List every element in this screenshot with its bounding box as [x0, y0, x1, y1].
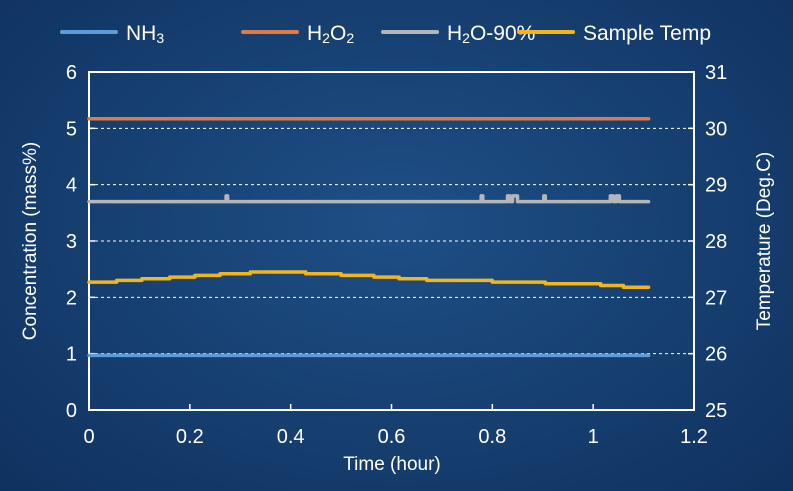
- right-y-tick-label: 26: [705, 344, 727, 366]
- left-y-axis-title: Concentration (mass%): [20, 142, 41, 341]
- x-tick-label: 0.8: [478, 426, 506, 448]
- legend-label-nh3: NH3: [126, 22, 164, 46]
- left-y-tick-label: 0: [66, 400, 77, 422]
- left-y-tick-label: 4: [66, 175, 77, 197]
- series-lines: [87, 117, 651, 358]
- right-y-tick-label: 30: [705, 118, 727, 140]
- x-tick-label: 0: [83, 426, 94, 448]
- left-y-tick-label: 6: [66, 62, 77, 84]
- right-y-tick-label: 29: [705, 175, 727, 197]
- right-y-tick-label: 25: [705, 400, 727, 422]
- left-y-axis-ticks: 0 1 2 3 4 5 6: [66, 62, 95, 422]
- gridlines: [89, 127, 694, 355]
- x-tick-label: 0.2: [176, 426, 204, 448]
- right-y-tick-label: 28: [705, 231, 727, 253]
- x-tick-label: 0.4: [277, 426, 305, 448]
- legend-label-h2o2: H2O2: [307, 22, 354, 46]
- series-line-h2o-90-: [87, 194, 651, 204]
- right-y-axis-title: Temperature (Deg.C): [754, 152, 775, 330]
- left-y-tick-label: 5: [66, 118, 77, 140]
- right-y-axis-ticks: 25 26 27 28 29 30 31: [688, 62, 727, 422]
- x-axis-title: Time (hour): [343, 454, 440, 475]
- legend-label-sample-temp: Sample Temp: [583, 22, 711, 45]
- left-y-tick-label: 2: [66, 287, 77, 309]
- right-y-tick-label: 31: [705, 62, 727, 84]
- legend-label-h2o-90-: H2O-90%: [447, 22, 535, 46]
- x-tick-label: 0.6: [378, 426, 406, 448]
- x-axis-ticks: 0 0.2 0.4 0.6 0.8 1 1.2: [83, 404, 708, 448]
- left-y-tick-label: 3: [66, 231, 77, 253]
- left-y-tick-label: 1: [66, 344, 77, 366]
- x-tick-label: 1: [588, 426, 599, 448]
- right-y-tick-label: 27: [705, 287, 727, 309]
- series-line-sample-temp: [87, 270, 651, 289]
- x-tick-label: 1.2: [680, 426, 708, 448]
- legend: NH3 H2O2 H2O-90% Sample Temp: [60, 22, 711, 46]
